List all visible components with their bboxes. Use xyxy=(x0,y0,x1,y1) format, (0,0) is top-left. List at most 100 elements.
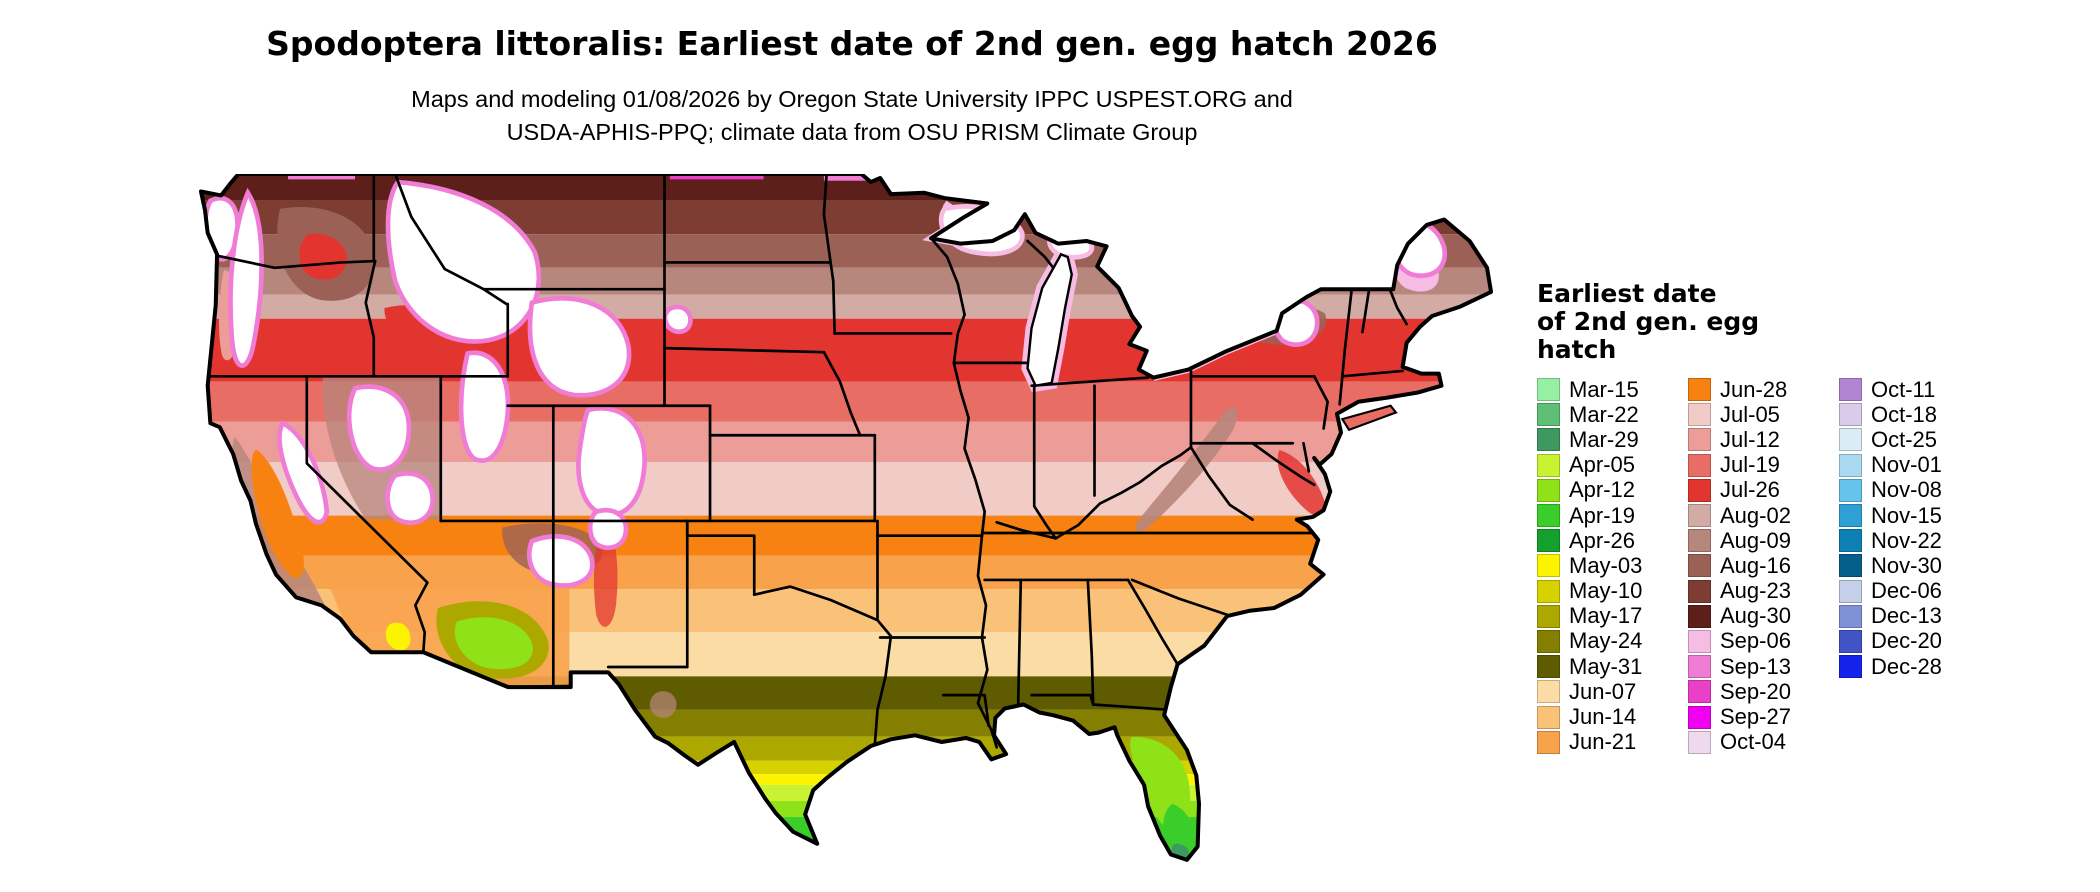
legend-entry-label: Sep-27 xyxy=(1720,704,1791,730)
legend-title-line-1: Earliest date xyxy=(1537,279,1717,308)
legend-entry-label: Apr-12 xyxy=(1569,477,1636,503)
no-hatch-nevada-ranges-1 xyxy=(346,384,412,472)
date-band-layer xyxy=(200,174,1492,860)
legend-column-3: Oct-11 Oct-18 Oct-25 Nov-01 Nov-08 Nov-15 Nov-… xyxy=(1839,377,1990,755)
legend-swatch xyxy=(1839,504,1862,528)
legend-swatch xyxy=(1537,403,1560,427)
no-hatch-wasatch xyxy=(458,350,511,463)
map-fill-layer xyxy=(200,174,1492,860)
legend-swatch xyxy=(1688,453,1711,477)
legend-swatch xyxy=(1537,453,1560,477)
legend-entry: Jul-05 xyxy=(1688,402,1839,427)
legend-entry-label: Jun-28 xyxy=(1720,376,1788,402)
page-title: Spodoptera littoralis: Earliest date of … xyxy=(266,24,1438,63)
legend-swatch xyxy=(1839,478,1862,502)
subtitle-line-1: Maps and modeling 01/08/2026 by Oregon S… xyxy=(411,86,1293,112)
legend-swatch xyxy=(1537,655,1560,679)
fringe-northwest-border xyxy=(288,174,356,180)
legend-column-2: Jun-28 Jul-05 Jul-12 Jul-19 Jul-26 Aug-02 Aug-… xyxy=(1688,377,1839,755)
region-davis-mountains xyxy=(649,691,677,718)
legend-entry: Oct-25 xyxy=(1839,427,1990,452)
legend: Earliest date of 2nd gen. egg hatch Mar-… xyxy=(1537,280,2007,755)
legend-entry: May-31 xyxy=(1537,654,1688,679)
legend-swatch xyxy=(1688,579,1711,603)
legend-swatch xyxy=(1839,378,1862,402)
legend-entry: Aug-16 xyxy=(1688,553,1839,578)
legend-entry-label: Nov-22 xyxy=(1871,527,1942,553)
legend-swatch xyxy=(1688,504,1711,528)
legend-entry-label: Aug-02 xyxy=(1720,502,1791,528)
legend-swatch xyxy=(1688,655,1711,679)
legend-entry: Nov-30 xyxy=(1839,553,1990,578)
legend-entry: Sep-27 xyxy=(1688,704,1839,729)
legend-entry: Dec-20 xyxy=(1839,628,1990,654)
legend-swatch xyxy=(1839,629,1862,653)
legend-entry: Sep-20 xyxy=(1688,679,1839,704)
legend-entry: Jul-19 xyxy=(1688,452,1839,478)
legend-title-line-2: of 2nd gen. egg xyxy=(1537,307,1760,336)
page-subtitle: Maps and modeling 01/08/2026 by Oregon S… xyxy=(0,83,1704,149)
legend-entry-label: Jul-05 xyxy=(1720,401,1780,427)
legend-entry: Apr-05 xyxy=(1537,452,1688,478)
legend-swatch xyxy=(1537,428,1560,452)
legend-entry-label: Aug-23 xyxy=(1720,578,1791,604)
legend-entry-label: Jun-21 xyxy=(1569,729,1637,755)
legend-entry-label: Mar-29 xyxy=(1569,426,1639,452)
fringe-minnesota-border xyxy=(823,174,885,181)
legend-swatch xyxy=(1839,428,1862,452)
legend-swatch xyxy=(1537,730,1560,754)
no-hatch-nevada-ranges-2 xyxy=(385,471,436,526)
legend-entry-label: Dec-06 xyxy=(1871,578,1942,604)
legend-entry-label: Aug-16 xyxy=(1720,552,1791,578)
legend-entry: Jul-12 xyxy=(1688,427,1839,452)
region-chesapeake-coast xyxy=(1277,449,1326,517)
legend-swatch xyxy=(1839,579,1862,603)
legend-swatch xyxy=(1688,554,1711,578)
region-south-arizona-green xyxy=(454,617,533,670)
legend-entry-label: May-24 xyxy=(1569,628,1643,654)
legend-swatch xyxy=(1537,478,1560,502)
legend-entry: May-10 xyxy=(1537,578,1688,604)
legend-swatch xyxy=(1839,655,1862,679)
legend-title: Earliest date of 2nd gen. egg hatch xyxy=(1537,280,2007,364)
legend-entry: Oct-18 xyxy=(1839,402,1990,427)
us-map xyxy=(194,174,1494,884)
legend-entry: Aug-30 xyxy=(1688,603,1839,629)
legend-entry: Jun-28 xyxy=(1688,377,1839,402)
legend-entry-label: Jul-26 xyxy=(1720,477,1780,503)
legend-entry: Nov-01 xyxy=(1839,452,1990,478)
legend-entry-label: Sep-06 xyxy=(1720,628,1791,654)
legend-swatch xyxy=(1688,604,1711,628)
legend-entry-label: Jun-07 xyxy=(1569,678,1637,704)
legend-entry-label: Oct-25 xyxy=(1871,426,1938,452)
legend-swatch xyxy=(1537,554,1560,578)
legend-swatch xyxy=(1537,504,1560,528)
no-hatch-black-hills xyxy=(662,304,693,335)
legend-entry: Dec-13 xyxy=(1839,603,1990,629)
legend-swatch xyxy=(1839,453,1862,477)
legend-entry: May-03 xyxy=(1537,553,1688,578)
region-eastern-washington xyxy=(299,233,348,280)
legend-swatch xyxy=(1688,680,1711,704)
legend-entry-label: Nov-08 xyxy=(1871,477,1942,503)
legend-entry: Dec-06 xyxy=(1839,578,1990,604)
legend-entry: Nov-15 xyxy=(1839,503,1990,528)
legend-entry-label: Sep-20 xyxy=(1720,678,1791,704)
legend-entry-label: Nov-15 xyxy=(1871,502,1942,528)
legend-entry-label: Jun-14 xyxy=(1569,704,1637,730)
legend-entry-label: Dec-28 xyxy=(1871,653,1942,679)
legend-entry: Dec-28 xyxy=(1839,654,1990,679)
legend-entry-label: May-10 xyxy=(1569,578,1643,604)
legend-swatch xyxy=(1537,604,1560,628)
legend-title-line-3: hatch xyxy=(1537,335,1617,364)
legend-entry-label: Jul-19 xyxy=(1720,452,1780,478)
legend-entry-label: Apr-26 xyxy=(1569,527,1636,553)
legend-entry: Aug-09 xyxy=(1688,528,1839,553)
no-hatch-san-juan xyxy=(587,507,629,551)
legend-swatch xyxy=(1688,705,1711,729)
long-island xyxy=(1340,404,1398,432)
legend-entry: Mar-29 xyxy=(1537,427,1688,452)
legend-swatch xyxy=(1839,529,1862,553)
legend-swatch xyxy=(1688,730,1711,754)
no-hatch-upper-michigan xyxy=(1047,231,1095,260)
